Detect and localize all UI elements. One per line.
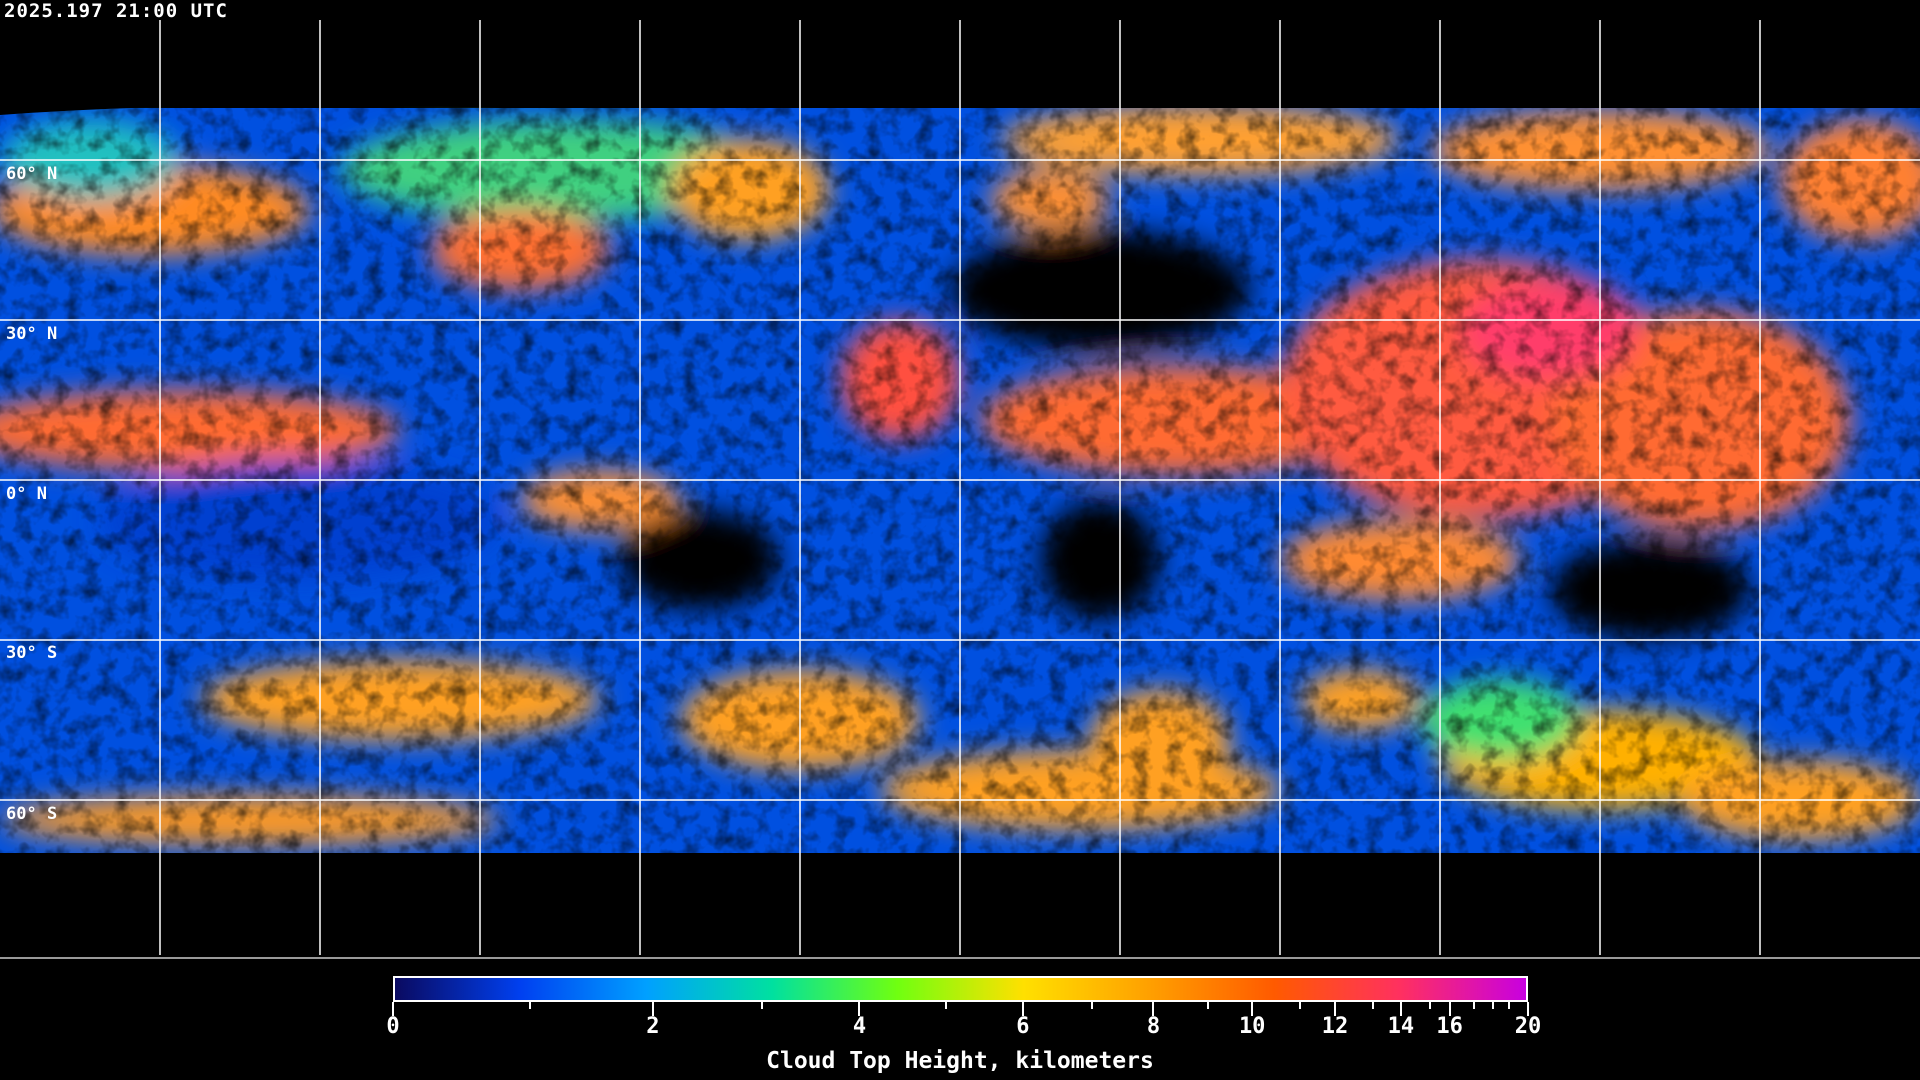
colorbar-tick-label: 14	[1387, 1014, 1415, 1039]
latitude-label-60s: 60° S	[6, 804, 58, 824]
colorbar-title: Cloud Top Height, kilometers	[766, 1048, 1154, 1074]
colorbar-tick-label: 0	[386, 1014, 400, 1039]
colorbar-tick-label: 12	[1321, 1014, 1349, 1039]
colorbar-major-tick	[1251, 1002, 1254, 1016]
latitude-label-30n: 30° N	[6, 324, 58, 344]
latitude-label-30s: 30° S	[6, 643, 58, 663]
colorbar-major-tick	[1021, 1002, 1024, 1016]
map-imagery	[0, 20, 1920, 955]
colorbar-tick-label: 4	[852, 1014, 867, 1039]
colorbar-tick-label: 10	[1238, 1014, 1266, 1039]
colorbar-tick-label: 8	[1146, 1014, 1161, 1039]
colorbar-minor-tick	[1491, 1002, 1494, 1009]
colorbar-tick-label: 20	[1514, 1014, 1542, 1039]
colorbar-major-tick	[651, 1002, 654, 1016]
colorbar-minor-tick	[1206, 1002, 1209, 1009]
colorbar-major-tick	[1448, 1002, 1451, 1016]
colorbar-major-tick	[858, 1002, 861, 1016]
colorbar-minor-tick	[529, 1002, 532, 1009]
latitude-label-0n: 0° N	[6, 484, 47, 504]
colorbar-minor-tick	[1429, 1002, 1432, 1009]
colorbar-tick-label: 2	[646, 1014, 660, 1039]
colorbar-major-tick	[1527, 1002, 1529, 1016]
colorbar-tick-label: 6	[1016, 1014, 1030, 1039]
colorbar-minor-tick	[1472, 1002, 1475, 1009]
colorbar-tick-label: 16	[1436, 1014, 1463, 1039]
colorbar-minor-tick	[760, 1002, 763, 1009]
colorbar-minor-tick	[1298, 1002, 1301, 1009]
colorbar-major-tick	[1152, 1002, 1155, 1016]
colorbar	[393, 976, 1528, 1002]
latitude-label-60n: 60° N	[6, 164, 58, 184]
cloud-top-height-map: 2025.197 21:00 UTC 60° N 30° N 0° N 30° …	[0, 0, 1920, 959]
lat-lon-grid	[0, 20, 1920, 955]
colorbar-minor-tick	[944, 1002, 947, 1009]
timestamp: 2025.197 21:00 UTC	[4, 0, 228, 22]
colorbar-major-tick	[392, 1002, 394, 1016]
colorbar-major-tick	[1334, 1002, 1337, 1016]
colorbar-minor-tick	[1507, 1002, 1510, 1009]
colorbar-major-tick	[1399, 1002, 1402, 1016]
colorbar-minor-tick	[1371, 1002, 1374, 1009]
colorbar-minor-tick	[1091, 1002, 1094, 1009]
